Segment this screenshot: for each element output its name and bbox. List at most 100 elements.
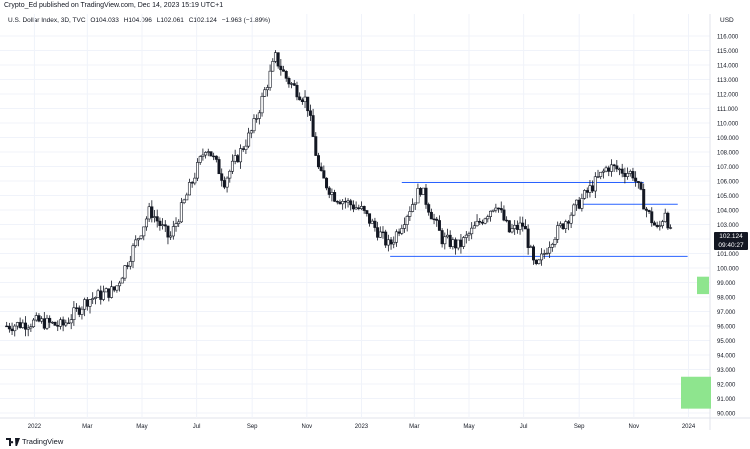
candle-body: [650, 211, 654, 224]
candle-body: [548, 247, 552, 254]
candle-body: [644, 208, 648, 211]
candle-body: [7, 325, 11, 330]
candle-body: [448, 234, 452, 247]
candle-body: [429, 211, 433, 220]
candle-body: [394, 231, 398, 243]
y-tick-label: 94.000: [717, 353, 736, 359]
tradingview-brand[interactable]: TradingView: [6, 437, 63, 446]
publish-bar: Crypto_Ed published on TradingView.com, …: [0, 0, 750, 14]
candle-body: [276, 52, 280, 67]
y-tick-label: 95.000: [717, 339, 736, 345]
candle-body: [561, 223, 565, 230]
candle-body: [325, 177, 329, 189]
candle-body: [411, 204, 415, 212]
candle-body: [15, 322, 19, 327]
candle-body: [437, 220, 441, 231]
candle-body: [523, 226, 527, 230]
candle-body: [322, 170, 326, 179]
x-tick-label: May: [136, 424, 147, 430]
candle-body: [575, 199, 579, 206]
currency-label[interactable]: USD: [720, 17, 734, 24]
candle-body: [510, 228, 514, 233]
y-tick-label: 104.000: [717, 208, 739, 214]
x-tick-label: 2023: [355, 424, 369, 430]
candle-body: [110, 286, 114, 298]
candle-body: [405, 216, 409, 225]
candle-body: [359, 206, 363, 209]
x-tick-label: 2022: [28, 424, 42, 430]
candle-body: [64, 322, 68, 326]
candle-body: [169, 235, 173, 238]
candle-body: [577, 199, 581, 209]
candle-body: [612, 164, 616, 167]
candle-body: [93, 297, 97, 299]
candle-body: [580, 198, 584, 209]
candle-body: [142, 226, 146, 237]
candle-body: [225, 177, 229, 188]
candle-body: [424, 187, 428, 205]
candle-body: [29, 326, 33, 329]
candle-body: [187, 182, 191, 196]
candle-body: [177, 221, 181, 224]
x-tick-label: Nov: [629, 424, 640, 430]
candle-body: [663, 212, 667, 222]
candle-body: [99, 290, 103, 300]
candle-body: [196, 162, 200, 179]
candle-body: [190, 182, 194, 184]
candle-body: [384, 231, 388, 246]
candle-body: [402, 224, 406, 229]
candle-body: [91, 298, 95, 300]
x-tick-label: Jul: [520, 424, 528, 430]
candle-body: [435, 218, 439, 221]
y-tick-label: 113.000: [717, 78, 739, 84]
y-tick-label: 100.000: [717, 266, 739, 272]
candle-body: [408, 211, 412, 217]
candle-body: [290, 83, 294, 85]
tradingview-logo-icon: [6, 437, 20, 446]
candle-body: [609, 164, 613, 172]
candle-body: [263, 89, 267, 97]
candle-body: [166, 225, 170, 238]
y-tick-label: 112.000: [717, 92, 739, 98]
x-tick-label: 2024: [682, 424, 696, 430]
candle-body: [222, 180, 226, 188]
candle-body: [639, 182, 643, 190]
candle-body: [607, 167, 611, 172]
symbol-legend[interactable]: U.S. Dollar Index, 3D, TVC O104.033 H104…: [8, 17, 273, 24]
candle-body: [596, 176, 600, 178]
low-value: L102.061: [156, 17, 184, 24]
candle-body: [37, 315, 41, 322]
candle-body: [556, 225, 560, 240]
candle-body: [615, 165, 619, 170]
candle-body: [10, 328, 14, 332]
candle-body: [112, 286, 116, 291]
last-price-tag: 102.124 09:40:27: [714, 232, 748, 251]
candle-body: [421, 187, 425, 195]
candle-body: [126, 265, 130, 267]
candle-body: [247, 132, 251, 147]
candle-body: [67, 322, 71, 325]
candle-body: [518, 222, 522, 230]
candle-body: [77, 307, 81, 315]
candle-body: [432, 218, 436, 221]
candle-body: [319, 166, 323, 171]
candle-body: [505, 219, 509, 222]
y-tick-label: 106.000: [717, 179, 739, 185]
candle-body: [185, 194, 189, 201]
candle-body: [599, 171, 603, 177]
candle-body: [306, 96, 310, 112]
candle-body: [354, 207, 358, 210]
candle-body: [13, 325, 17, 332]
candle-body: [386, 239, 390, 246]
candle-body: [389, 239, 393, 245]
candle-body: [343, 201, 347, 203]
x-tick-label: Mar: [409, 424, 419, 430]
candle-body: [217, 159, 221, 175]
candle-body: [107, 288, 111, 298]
candle-body: [669, 227, 673, 229]
y-tick-label: 111.000: [717, 107, 738, 113]
candle-body: [443, 236, 447, 245]
candle-body: [233, 155, 237, 162]
candle-body: [497, 207, 501, 210]
